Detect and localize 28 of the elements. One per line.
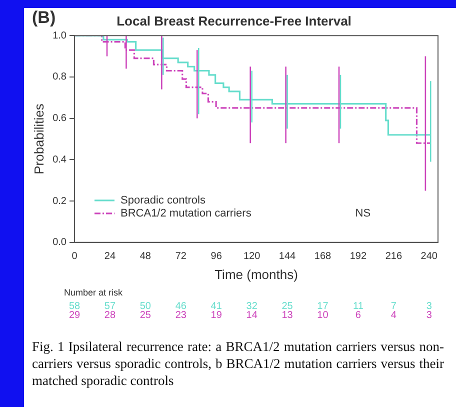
text: 58 57 50 46 41 32 25 17 11 7 3 — [68, 301, 432, 312]
x-tick-label: 96 — [210, 251, 222, 262]
text: (B) — [32, 8, 56, 28]
x-axis-title: Time (months) — [214, 266, 298, 282]
x-tick-label: 240 — [420, 251, 438, 262]
y-tick-label: 0.2 — [52, 196, 67, 207]
x-tick-label: 216 — [385, 251, 402, 262]
x-tick-label: 168 — [314, 251, 332, 262]
text: Number at risk — [64, 287, 124, 298]
x-tick-label: 72 — [175, 251, 187, 262]
y-axis-title: Probabilities — [31, 103, 46, 174]
x-tick-label: 192 — [350, 251, 367, 262]
x-tick-label: 48 — [140, 251, 152, 262]
text: 29 28 25 23 19 14 13 10 6 4 3 — [68, 310, 432, 322]
legend-label: Sporadic controls — [120, 194, 206, 206]
y-tick-label: 1.0 — [52, 30, 67, 42]
y-tick-label: 0.4 — [52, 154, 67, 166]
y-tick-label: 0.8 — [52, 72, 67, 83]
x-tick-label: 144 — [278, 251, 296, 262]
x-tick-label: 24 — [104, 251, 116, 262]
chart-title: Local Breast Recurrence-Free Interval — [116, 13, 352, 28]
annotation: NS — [355, 207, 371, 220]
caption: Fig. 1 Ipsilateral recurrence rate: a BRCA1/2 mutation carriers versus non-carriers versus sporadic controls, b BRCA1/2 mutation carriers versus their matched sporadic controls — [32, 338, 444, 389]
x-tick-label: 120 — [243, 251, 261, 262]
x-tick-label: 0 — [72, 251, 78, 262]
legend-label: BRCA1/2 mutation carriers — [120, 207, 252, 220]
y-tick-label: 0.0 — [52, 237, 67, 248]
y-tick-label: 0.6 — [52, 113, 67, 124]
